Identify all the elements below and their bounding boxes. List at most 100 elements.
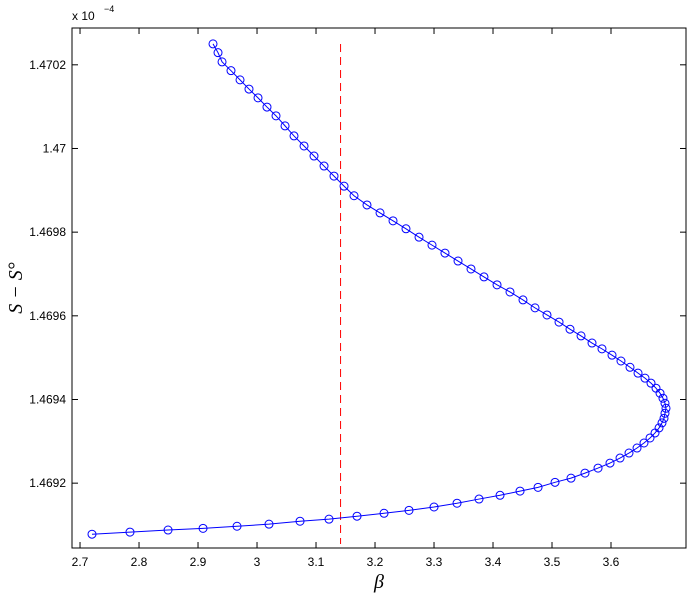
data-point	[349, 191, 359, 201]
data-point	[479, 272, 489, 282]
x-tick-label: 3.4	[485, 555, 502, 569]
x-tick-label: 3	[254, 555, 261, 569]
data-point	[232, 521, 242, 531]
x-tick-label: 2.8	[131, 555, 148, 569]
y-axis-label: S − S°	[5, 262, 27, 314]
x-tick-label: 2.7	[72, 555, 89, 569]
x-tick-label: 3.3	[426, 555, 443, 569]
data-point	[253, 93, 263, 103]
data-point	[533, 482, 543, 492]
data-point	[640, 373, 650, 383]
data-point	[352, 511, 362, 521]
data-point	[375, 208, 385, 218]
data-point	[429, 502, 439, 512]
data-point	[657, 418, 667, 428]
y-tick-label: 1.4692	[29, 476, 66, 490]
data-point	[379, 508, 389, 518]
data-point	[505, 287, 515, 297]
data-point	[661, 403, 671, 413]
data-point	[607, 350, 617, 360]
series-line	[91, 43, 667, 535]
data-point	[646, 378, 656, 388]
plot-frame	[71, 27, 687, 549]
data-point	[208, 39, 218, 49]
y-tick-label: 1.4694	[29, 392, 66, 406]
data-point	[414, 232, 424, 242]
data-point	[163, 525, 173, 535]
data-point	[295, 516, 305, 526]
data-point	[280, 121, 290, 131]
data-point	[453, 256, 463, 266]
data-point	[125, 527, 135, 537]
data-point	[660, 408, 670, 418]
data-point	[244, 84, 254, 94]
data-point	[319, 161, 329, 171]
data-point	[554, 317, 564, 327]
data-point	[515, 486, 525, 496]
x-tick-label: 3.5	[544, 555, 561, 569]
data-point	[404, 505, 414, 515]
data-point	[645, 433, 655, 443]
y-exponent-power: −4	[104, 4, 114, 14]
data-point	[492, 280, 502, 290]
data-point	[580, 468, 590, 478]
data-point	[566, 473, 576, 483]
data-point	[542, 310, 552, 320]
data-point	[660, 398, 670, 408]
data-point	[625, 362, 635, 372]
data-point	[495, 490, 505, 500]
data-point	[474, 494, 484, 504]
data-point	[593, 463, 603, 473]
data-point	[550, 477, 560, 487]
y-tick-label: 1.4696	[29, 309, 66, 323]
data-point	[226, 66, 236, 76]
data-point	[87, 529, 97, 539]
data-point	[427, 240, 437, 250]
data-point	[271, 111, 281, 121]
x-tick-label: 3.6	[603, 555, 620, 569]
data-point	[597, 344, 607, 354]
data-point	[605, 458, 615, 468]
data-point	[658, 393, 668, 403]
data-point	[624, 448, 634, 458]
y-tick-label: 1.4702	[29, 58, 66, 72]
data-point	[587, 338, 597, 348]
data-point	[576, 331, 586, 341]
x-tick-label: 3.2	[367, 555, 384, 569]
data-point	[217, 57, 227, 67]
data-point	[198, 523, 208, 533]
data-point	[339, 181, 349, 191]
data-point	[651, 383, 661, 393]
x-tick-label: 3.1	[308, 555, 325, 569]
data-point	[659, 413, 669, 423]
data-point	[289, 131, 299, 141]
data-point	[565, 324, 575, 334]
data-point	[324, 514, 334, 524]
data-point	[401, 224, 411, 234]
data-point	[452, 498, 462, 508]
y-tick-label: 1.4698	[29, 225, 66, 239]
data-point	[309, 151, 319, 161]
data-point	[633, 368, 643, 378]
data-point	[632, 443, 642, 453]
y-tick-label: 1.47	[43, 141, 67, 155]
data-point	[329, 171, 339, 181]
data-point	[616, 356, 626, 366]
data-point	[440, 248, 450, 258]
data-point	[299, 141, 309, 151]
data-point	[388, 216, 398, 226]
data-point	[264, 519, 274, 529]
data-point	[466, 264, 476, 274]
data-point	[530, 303, 540, 313]
data-point	[362, 200, 372, 210]
x-tick-label: 2.9	[190, 555, 207, 569]
x-axis-label: β	[373, 571, 384, 593]
data-point	[518, 295, 528, 305]
data-point	[213, 48, 223, 58]
data-point	[615, 453, 625, 463]
y-exponent-base: x 10	[72, 9, 95, 23]
data-point	[235, 75, 245, 85]
data-point	[262, 102, 272, 112]
